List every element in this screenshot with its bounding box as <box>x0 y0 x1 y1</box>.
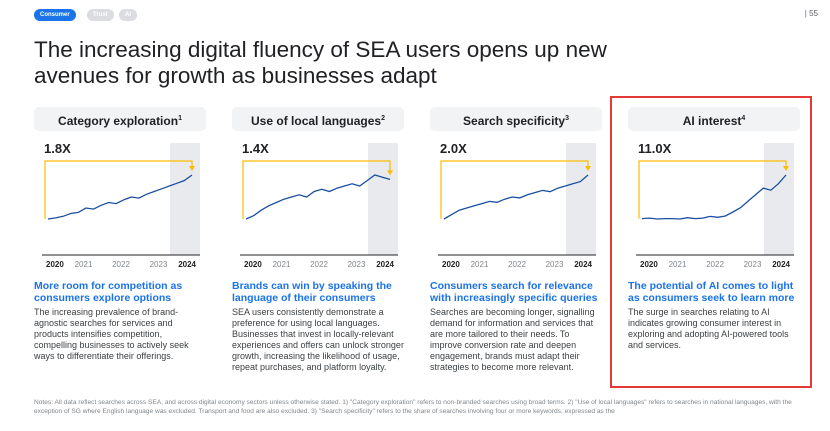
panel-header: Category exploration1 <box>34 107 206 131</box>
header-text: Search specificity <box>463 114 566 128</box>
growth-bracket <box>242 160 391 219</box>
panel-heading: Brands can win by speaking the language … <box>232 280 392 304</box>
footnote-ref: 4 <box>741 115 746 122</box>
title: The increasing digital fluency of SEA us… <box>34 37 607 88</box>
header-text: Use of local languages <box>251 114 382 128</box>
growth-bracket <box>638 160 787 219</box>
year-label: 2021 <box>273 260 291 269</box>
footnote-ref: 1 <box>178 115 182 122</box>
arrow-head <box>783 166 789 171</box>
year-label: 2021 <box>471 260 489 269</box>
year-label: 2023 <box>348 260 366 269</box>
multiplier: 1.4X <box>242 141 269 156</box>
multiplier: 1.8X <box>44 141 71 156</box>
sparkline-chart: 2.0X 2020 2021 2022 2023 2024 <box>438 141 596 269</box>
highlight-2024 <box>764 143 794 255</box>
year-label: 2022 <box>706 260 724 269</box>
year-label: 2020 <box>244 260 262 269</box>
year-label: 2023 <box>546 260 564 269</box>
panel-body: Searches are becoming longer, signalling… <box>430 307 595 372</box>
header-text: Category exploration <box>58 114 179 128</box>
sparkline-chart: 1.8X 2020 2021 2022 2023 2024 <box>42 141 200 269</box>
panel-header: Search specificity3 <box>430 107 602 131</box>
panel-header: AI interest4 <box>628 107 800 131</box>
highlight-2024 <box>170 143 200 255</box>
multiplier: 2.0X <box>440 141 467 156</box>
growth-bracket <box>440 160 589 219</box>
panel-body: SEA users consistently demonstrate a pre… <box>232 307 404 372</box>
sparkline-chart: 11.0X 2020 2021 2022 2023 2024 <box>636 141 794 269</box>
notes: Notes: All data reflect searches across … <box>34 399 792 415</box>
year-label: 2022 <box>310 260 328 269</box>
tag: Consumer <box>34 9 76 21</box>
panel-heading: Consumers search for relevance with incr… <box>430 280 598 304</box>
footnote-ref: 3 <box>565 115 569 122</box>
year-label: 2020 <box>442 260 460 269</box>
trend-line <box>641 174 787 220</box>
year-label: 2022 <box>508 260 526 269</box>
panel-heading: The potential of AI comes to light as co… <box>628 280 795 304</box>
growth-bracket <box>44 160 193 219</box>
sparkline-chart: 1.4X 2020 2021 2022 2023 2024 <box>240 141 398 269</box>
year-label: 2021 <box>669 260 687 269</box>
year-label: 2023 <box>150 260 168 269</box>
arrow-head <box>387 170 393 176</box>
trend-line <box>245 174 391 220</box>
year-label: 2020 <box>46 260 64 269</box>
highlight-2024 <box>368 143 398 255</box>
year-label: 2021 <box>75 260 93 269</box>
panel-body: The increasing prevalence of brand-agnos… <box>34 307 189 361</box>
year-label: 2024 <box>574 260 592 269</box>
panel-header: Use of local languages2 <box>232 107 404 131</box>
tag: AI <box>119 9 137 21</box>
panel-heading: More room for competition as consumers e… <box>34 280 183 304</box>
page-number: | 55 <box>804 9 818 18</box>
year-label: 2024 <box>178 260 196 269</box>
panel-body: The surge in searches relating to AI ind… <box>628 307 789 350</box>
year-label: 2023 <box>744 260 762 269</box>
year-label: 2020 <box>640 260 658 269</box>
trend-line <box>47 174 193 220</box>
year-label: 2024 <box>772 260 790 269</box>
tag: Trust <box>87 9 114 21</box>
header-text: AI interest <box>682 114 742 128</box>
year-label: 2024 <box>376 260 394 269</box>
multiplier: 11.0X <box>638 141 672 156</box>
trend-line <box>443 174 589 220</box>
arrow-head <box>189 166 195 171</box>
highlight-box <box>610 96 812 388</box>
highlight-2024 <box>566 143 596 255</box>
arrow-head <box>585 166 591 171</box>
year-label: 2022 <box>112 260 130 269</box>
footnote-ref: 2 <box>381 115 385 122</box>
